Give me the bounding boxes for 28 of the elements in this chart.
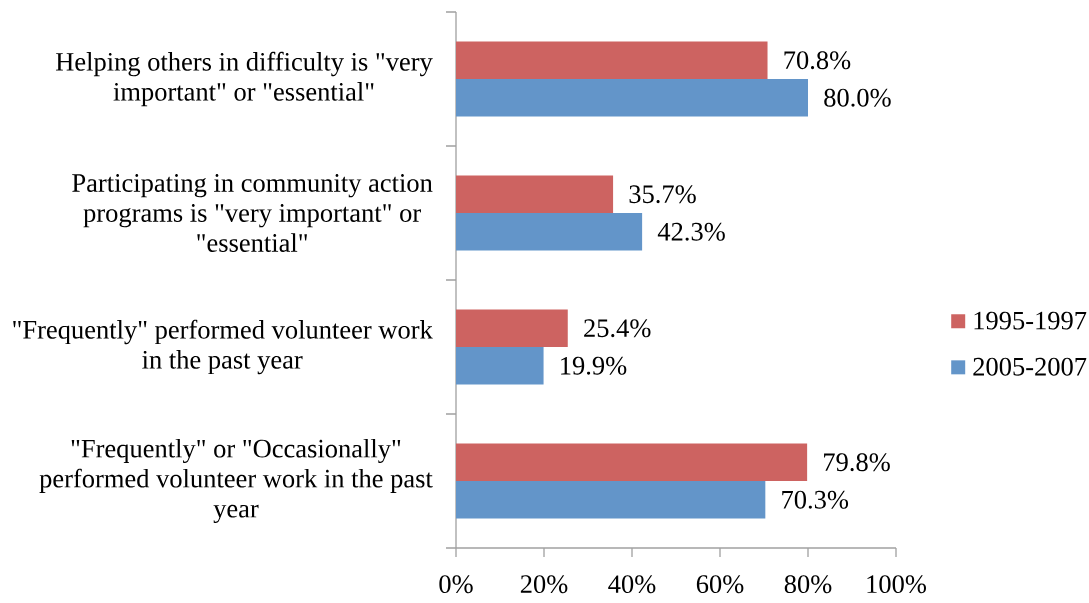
y-tick-label: Helping others in difficulty is "very important" or "essential"	[55, 51, 433, 107]
data-label: 79.8%	[824, 453, 890, 472]
y-tick-label: "Frequently" or "Occasionally" performed volunteer work in the past year	[39, 438, 433, 524]
bar	[456, 481, 766, 519]
y-tick-label: Participating in community action programs is "very important" or "essential"	[72, 174, 433, 252]
x-tick-label: 80%	[784, 575, 832, 594]
x-tick-label: 60%	[696, 575, 744, 594]
data-label: 25.4%	[584, 319, 651, 338]
bar	[456, 175, 614, 213]
data-label: 42.3%	[657, 222, 725, 241]
bar	[456, 79, 808, 117]
bar	[456, 309, 568, 347]
bar	[456, 443, 808, 481]
x-tick-label: 100%	[867, 575, 927, 594]
data-label: 70.8%	[784, 51, 851, 70]
x-tick-label: 0%	[439, 575, 473, 594]
legend-label: 2005-2007	[973, 357, 1087, 376]
bar	[456, 347, 544, 385]
x-tick-label: 40%	[608, 575, 656, 594]
data-label: 80.0%	[824, 88, 891, 107]
bar	[456, 41, 768, 79]
x-tick-label: 20%	[520, 575, 568, 594]
y-tick-label: "Frequently" performed volunteer work in the past year	[13, 319, 433, 375]
data-label: 19.9%	[561, 356, 627, 375]
data-label: 70.3%	[782, 490, 849, 509]
bar	[456, 213, 643, 251]
data-label: 35.7%	[629, 185, 696, 204]
legend-label: 1995-1997	[974, 311, 1087, 330]
